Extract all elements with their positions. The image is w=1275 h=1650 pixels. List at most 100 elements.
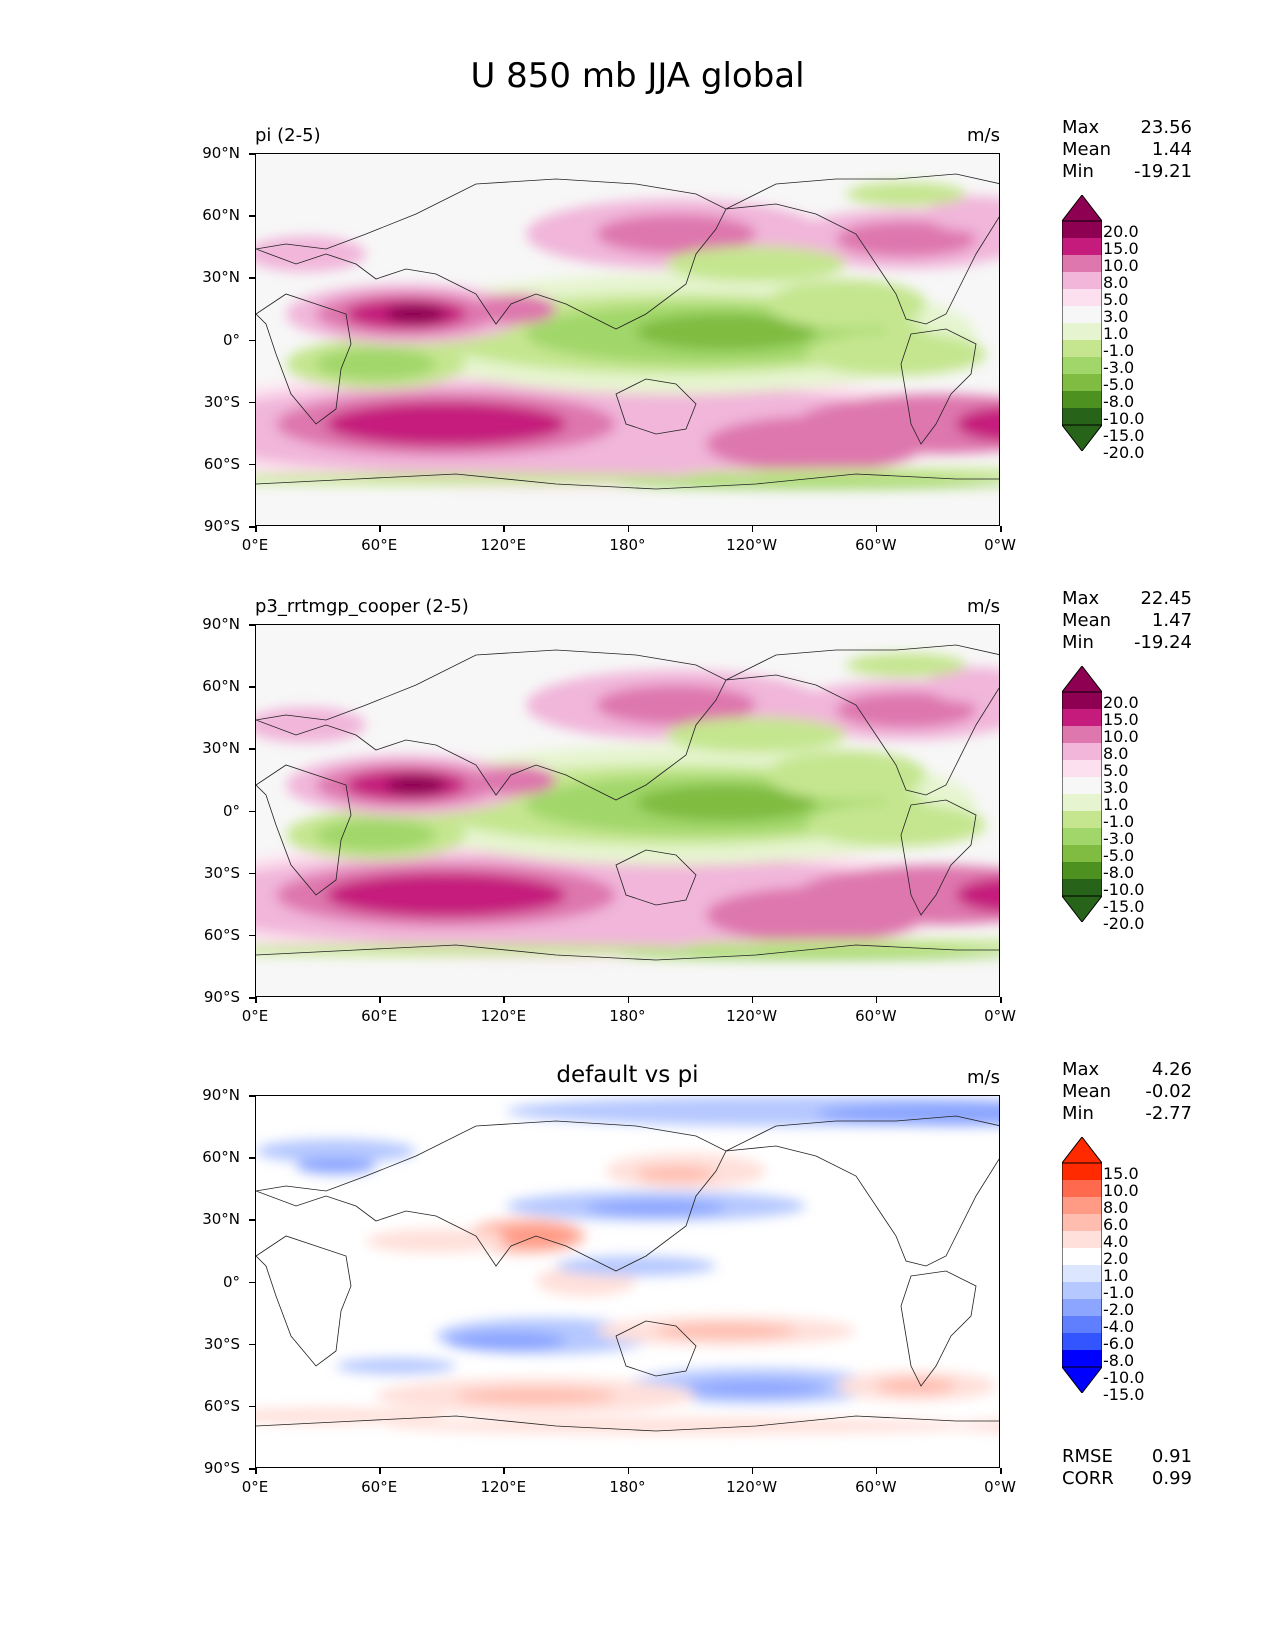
colorbar-tick-label: -5.0 xyxy=(1103,375,1135,394)
lon-tick-label: 60°E xyxy=(361,1478,398,1496)
lat-tick xyxy=(249,1405,255,1408)
colorbar-tick-label: -6.0 xyxy=(1103,1334,1135,1353)
lon-tick-label: 60°W xyxy=(855,1007,897,1025)
lon-tick xyxy=(627,1468,629,1474)
field-contour xyxy=(326,402,566,446)
field-contour xyxy=(386,775,446,795)
colorbar-segment xyxy=(1062,1282,1102,1299)
colorbar xyxy=(1060,194,1104,455)
colorbar-segment xyxy=(1062,862,1102,879)
panel-units: m/s xyxy=(967,125,1000,146)
colorbar-segment xyxy=(1062,726,1102,743)
stat-label: Mean xyxy=(1062,139,1112,160)
colorbar-tick-label: 15.0 xyxy=(1103,710,1139,729)
colorbar-segment xyxy=(1062,692,1102,709)
map-plot xyxy=(255,624,1000,997)
field-contour xyxy=(556,1256,716,1276)
colorbar-segment xyxy=(1062,408,1102,425)
lon-tick-label: 60°E xyxy=(361,1007,398,1025)
colorbar-segment xyxy=(1062,272,1102,289)
colorbar-tick-label: 6.0 xyxy=(1103,1215,1129,1234)
stats-block: Max 4.26 Mean -0.02 Min -2.77 xyxy=(1062,1059,1192,1125)
colorbar-segment xyxy=(1062,374,1102,391)
stat-corr: CORR 0.99 xyxy=(1062,1468,1192,1490)
colorbar-tick-label: -8.0 xyxy=(1103,863,1135,882)
stat-value: -2.77 xyxy=(1145,1103,1192,1124)
stat-min: Min -2.77 xyxy=(1062,1103,1192,1125)
colorbar-tick-label: -10.0 xyxy=(1103,880,1145,899)
lon-tick xyxy=(503,997,505,1003)
field-contour xyxy=(296,1158,376,1174)
stat-label: CORR xyxy=(1062,1468,1114,1489)
lon-tick xyxy=(379,1468,381,1474)
lat-tick xyxy=(249,1468,255,1470)
coastline xyxy=(256,178,727,330)
lat-tick xyxy=(249,1157,255,1159)
lat-tick-label: 90°S xyxy=(203,517,240,535)
colorbar-segment xyxy=(1062,1197,1102,1214)
stat-mean: Mean -0.02 xyxy=(1062,1081,1192,1103)
colorbar-tick-label: -3.0 xyxy=(1103,829,1135,848)
colorbar-segment xyxy=(1062,221,1102,238)
field-contour xyxy=(956,1419,999,1433)
colorbar-segment xyxy=(1062,1214,1102,1231)
lat-tick xyxy=(249,624,255,626)
colorbar-segment xyxy=(1062,1231,1102,1248)
colorbar-tick-label: 3.0 xyxy=(1103,307,1129,326)
colorbar-segment xyxy=(1062,1333,1102,1350)
lat-tick xyxy=(249,872,255,875)
field-contour xyxy=(636,314,816,350)
colorbar-tick-label: 15.0 xyxy=(1103,1164,1139,1183)
colorbar-tick-label: -2.0 xyxy=(1103,1300,1135,1319)
colorbar-tick-label: 10.0 xyxy=(1103,256,1139,275)
stat-label: Min xyxy=(1062,161,1094,182)
field-contour xyxy=(616,479,999,489)
colorbar-tick-label: 1.0 xyxy=(1103,795,1129,814)
lat-tick xyxy=(249,1281,255,1283)
lon-tick xyxy=(503,1468,505,1474)
lat-tick xyxy=(249,1095,255,1097)
lat-tick-label: 90°N xyxy=(202,144,240,162)
stat-rmse: RMSE 0.91 xyxy=(1062,1446,1192,1468)
lon-tick xyxy=(751,997,754,1003)
map-plot xyxy=(255,1095,1000,1468)
stat-mean: Mean 1.47 xyxy=(1062,610,1192,632)
field-contour xyxy=(666,246,846,282)
stat-label: Mean xyxy=(1062,610,1112,631)
field-contour xyxy=(796,865,999,925)
lon-tick xyxy=(255,526,257,532)
lon-tick xyxy=(751,1468,754,1474)
field-contour xyxy=(366,1229,506,1253)
colorbar-tick-label: -1.0 xyxy=(1103,1283,1135,1302)
field-contour xyxy=(846,653,966,677)
colorbar-segment xyxy=(1062,340,1102,357)
lat-tick-label: 60°S xyxy=(203,454,240,473)
colorbar-segment xyxy=(1062,1299,1102,1316)
colorbar xyxy=(1060,665,1104,926)
colorbar-tick-label: -1.0 xyxy=(1103,341,1135,360)
colorbar-segment xyxy=(1062,811,1102,828)
stat-label: Min xyxy=(1062,632,1094,653)
field-contour xyxy=(326,873,566,917)
colorbar-segment xyxy=(1062,238,1102,255)
field-contour xyxy=(876,1378,956,1394)
stat-value: -19.21 xyxy=(1133,161,1192,182)
colorbar-segment xyxy=(1062,760,1102,777)
lon-tick-label: 180° xyxy=(609,1478,646,1496)
colorbar-segment xyxy=(1062,777,1102,794)
lon-tick xyxy=(1000,1468,1002,1474)
colorbar-tick-label: 5.0 xyxy=(1103,761,1129,780)
lon-tick-label: 180° xyxy=(609,1007,646,1025)
field-contour xyxy=(766,279,926,329)
lon-tick-label: 0°W xyxy=(984,1007,1016,1025)
field-contour xyxy=(596,214,756,254)
lat-tick xyxy=(249,810,255,812)
lat-tick-label: 30°S xyxy=(203,1334,240,1353)
stats-block: Max 22.45 Mean 1.47 Min -19.24 xyxy=(1062,588,1192,654)
colorbar-segment xyxy=(1062,255,1102,272)
lat-tick xyxy=(249,997,255,999)
colorbar-tick-label: -10.0 xyxy=(1103,1368,1145,1387)
panel-title: default vs pi xyxy=(556,1062,699,1088)
field-contour xyxy=(926,667,999,703)
stat-mean: Mean 1.44 xyxy=(1062,139,1192,161)
